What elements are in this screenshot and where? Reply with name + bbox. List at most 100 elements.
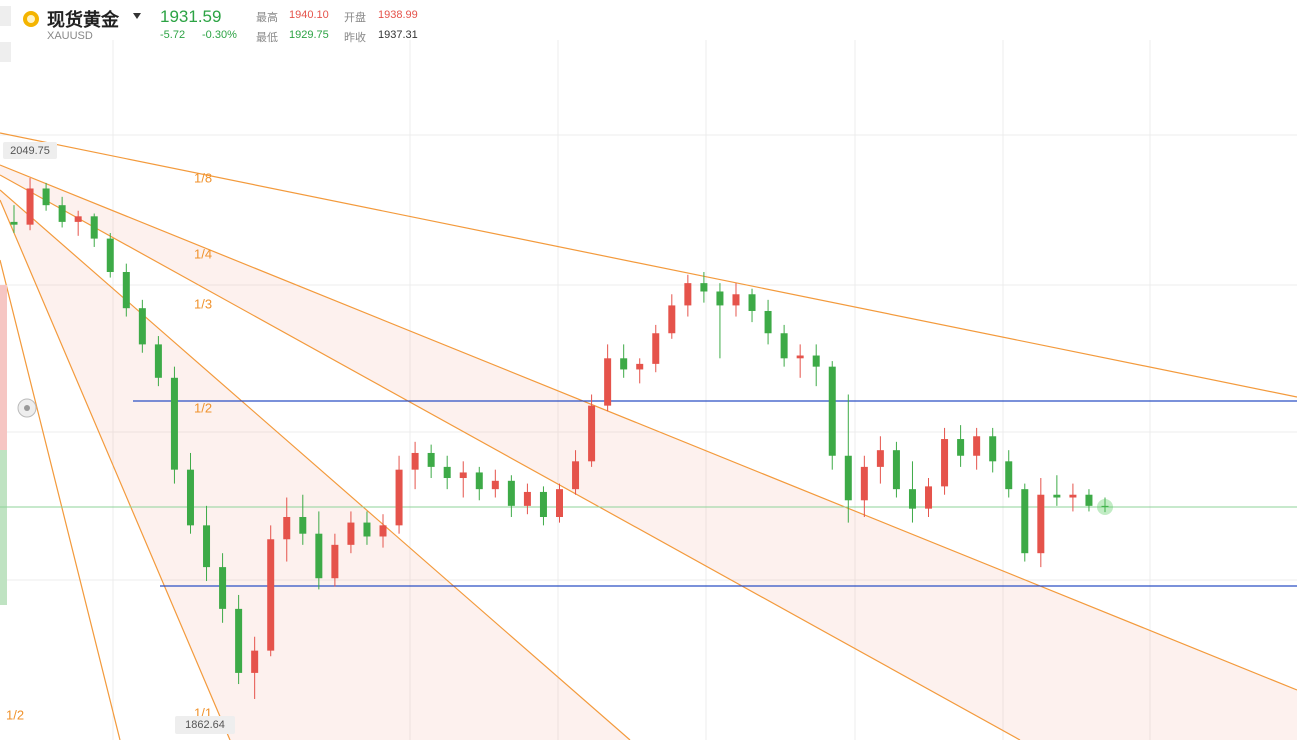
candle-body: [363, 522, 371, 537]
candle-body: [267, 539, 275, 651]
fan-label: 1/2: [6, 707, 24, 722]
fan-line: [0, 199, 231, 740]
symbol: XAUUSD: [47, 30, 93, 42]
stat-label: 最低: [256, 32, 278, 44]
stat-value: 1929.75: [289, 29, 329, 41]
candle-body: [235, 608, 243, 673]
fan-label: 1/8: [194, 170, 212, 185]
change-pct: -0.30%: [202, 29, 237, 41]
candle-body: [138, 308, 146, 345]
candle-body: [925, 486, 933, 509]
candle-body: [572, 461, 580, 490]
candle-body: [844, 455, 852, 501]
candle-body: [652, 333, 660, 364]
candle-body: [491, 480, 499, 490]
candle-body: [395, 469, 403, 526]
title[interactable]: 现货黄金: [47, 10, 119, 30]
background-grid: [0, 40, 1297, 740]
candle-body: [716, 291, 724, 306]
candle-body: [684, 283, 692, 306]
last-price-glow: [1097, 499, 1113, 516]
candle-body: [379, 525, 387, 537]
stat-label: 开盘: [344, 12, 366, 24]
candle-body: [106, 238, 114, 273]
stat-value: 1938.99: [378, 9, 418, 21]
candle-body: [908, 489, 916, 509]
candle-body: [604, 358, 612, 406]
candles: [10, 178, 1113, 699]
dropdown-arrow[interactable]: [133, 13, 141, 19]
candle-body: [90, 216, 98, 239]
candle-body: [828, 366, 836, 456]
candle-body: [892, 450, 900, 490]
anchor-handle-dot: [24, 405, 30, 411]
candle-body: [283, 516, 291, 540]
candle-body: [748, 294, 756, 311]
candle-body: [973, 436, 981, 456]
stat-value: 1937.31: [378, 29, 418, 41]
candle-body: [1085, 494, 1093, 506]
candle-body: [700, 283, 708, 292]
candle-body: [860, 466, 868, 501]
candle-body: [796, 355, 804, 359]
side-bar-down: [0, 450, 7, 605]
stat-value: 1940.10: [289, 9, 329, 21]
candle-body: [1069, 494, 1077, 498]
fan-label: 1/2: [194, 400, 212, 415]
change: -5.72: [160, 29, 186, 41]
candle-body: [443, 466, 451, 479]
candle-body: [1037, 494, 1045, 554]
candle-body: [539, 491, 547, 517]
tool-button[interactable]: [0, 42, 11, 62]
candle-body: [556, 489, 563, 517]
side-bar-up: [0, 285, 7, 450]
candle-body: [122, 272, 130, 309]
candle-body: [203, 525, 211, 568]
candle-body: [523, 491, 531, 506]
fan-line: [0, 174, 1021, 740]
fan-line: [0, 259, 121, 740]
candle-body: [315, 533, 323, 579]
candle-body: [154, 344, 162, 378]
candle-body: [26, 188, 34, 225]
candle-body: [475, 472, 483, 490]
candle-body: [732, 294, 740, 306]
fan-line: [0, 189, 631, 740]
candle-body: [989, 436, 997, 462]
candle-body: [299, 516, 307, 534]
candle-body: [812, 355, 820, 367]
candle-body: [1021, 489, 1029, 554]
fan-line: [0, 132, 1297, 398]
fan-label: 1/3: [194, 296, 212, 311]
back-button[interactable]: [0, 6, 11, 26]
candle-body: [10, 221, 18, 225]
candle-body: [957, 439, 965, 456]
candle-body: [74, 216, 82, 222]
stat-label: 最高: [256, 12, 278, 24]
candle-body: [186, 469, 194, 526]
candle-body: [668, 305, 676, 334]
candle-body: [219, 567, 227, 609]
candle-body: [1053, 494, 1061, 498]
candle-body: [588, 405, 596, 462]
candle-body: [411, 452, 419, 470]
fan-zone: [0, 165, 1297, 740]
price: 1931.59: [160, 7, 222, 26]
candle-body: [1005, 461, 1013, 490]
low-label: 1862.64: [185, 719, 225, 731]
fan-label: 1/4: [194, 246, 212, 261]
candle-body: [347, 522, 355, 545]
candle-body: [459, 472, 467, 479]
candle-body: [1101, 505, 1109, 508]
high-label: 2049.75: [10, 145, 50, 157]
candle-body: [876, 450, 884, 467]
candle-body: [58, 205, 66, 222]
price-tag: [3, 142, 57, 159]
candle-body: [941, 439, 949, 487]
candle-body: [42, 188, 50, 206]
candle-body: [620, 358, 628, 370]
candle-body: [251, 650, 259, 673]
coin-icon-inner: [27, 15, 35, 23]
